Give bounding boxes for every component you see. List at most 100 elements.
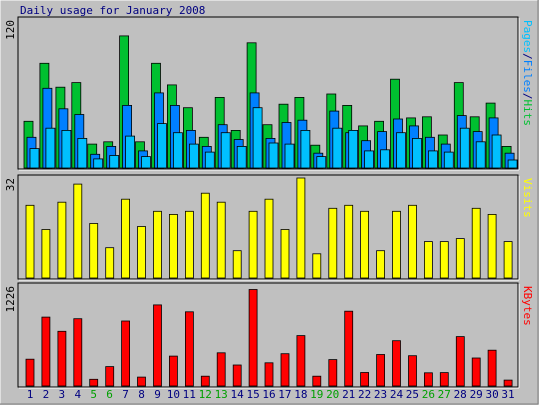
kbytes-bar-16 bbox=[264, 362, 274, 387]
kbytes-bar-22 bbox=[360, 372, 370, 387]
kbytes-side-label: KBytes bbox=[521, 286, 534, 326]
pages-bar-24 bbox=[396, 132, 406, 169]
pages-bar-4 bbox=[77, 137, 88, 169]
day-label-27: 27 bbox=[438, 388, 451, 401]
day-label-9: 9 bbox=[154, 388, 161, 401]
visits-bar-14 bbox=[232, 250, 242, 279]
kbytes-bar-27 bbox=[439, 372, 449, 387]
pages-bar-14 bbox=[236, 145, 247, 169]
visits-bar-22 bbox=[360, 210, 370, 279]
visits-side-label: Visits bbox=[521, 178, 534, 218]
pages-bar-27 bbox=[443, 151, 454, 169]
day-label-1: 1 bbox=[27, 388, 34, 401]
pages-bar-23 bbox=[380, 149, 391, 169]
pages-bar-17 bbox=[284, 143, 295, 169]
day-label-5: 5 bbox=[90, 388, 97, 401]
pages-bar-2 bbox=[45, 127, 56, 169]
kbytes-bar-13 bbox=[216, 352, 226, 387]
visits-bar-30 bbox=[487, 213, 497, 279]
visits-bar-12 bbox=[200, 192, 210, 279]
pages-files-hits-panel: 120 Pages/Files/Hits bbox=[4, 16, 534, 171]
day-label-20: 20 bbox=[326, 388, 339, 401]
day-label-12: 12 bbox=[199, 388, 212, 401]
day-label-22: 22 bbox=[358, 388, 371, 401]
visits-bar-8 bbox=[137, 226, 146, 279]
kbytes-bar-12 bbox=[200, 375, 210, 387]
kbytes-bar-24 bbox=[392, 340, 401, 387]
visits-bar-3 bbox=[57, 201, 67, 279]
visits-bar-10 bbox=[168, 213, 178, 279]
day-label-14: 14 bbox=[230, 388, 244, 401]
pages-bar-21 bbox=[348, 129, 359, 169]
kbytes-bar-1 bbox=[25, 358, 35, 387]
day-label-30: 30 bbox=[485, 388, 498, 401]
kbytes-bar-10 bbox=[168, 355, 178, 387]
visits-bar-1 bbox=[25, 204, 35, 279]
side-label-part-4: Hits bbox=[521, 100, 534, 127]
pages-bar-22 bbox=[364, 150, 375, 169]
pages-bar-8 bbox=[141, 156, 151, 169]
kbytes-bar-15 bbox=[248, 289, 258, 387]
kbytes-bar-29 bbox=[471, 357, 481, 387]
side-label-part-1: / bbox=[521, 53, 534, 60]
visits-bar-9 bbox=[153, 210, 162, 279]
kbytes-bar-11 bbox=[184, 311, 194, 387]
visits-bar-28 bbox=[455, 238, 465, 279]
visits-bar-25 bbox=[408, 204, 417, 279]
kbytes-bar-30 bbox=[487, 349, 497, 387]
visits-bar-13 bbox=[216, 201, 226, 279]
pages-bar-5 bbox=[93, 158, 104, 169]
pages-bar-13 bbox=[220, 132, 231, 169]
side-label-part-0: Pages bbox=[521, 20, 534, 53]
kbytes-bar-7 bbox=[121, 320, 130, 387]
kbytes-bar-2 bbox=[41, 316, 51, 387]
day-label-25: 25 bbox=[406, 388, 419, 401]
pages-bar-9 bbox=[157, 123, 167, 169]
kbytes-bar-9 bbox=[153, 304, 162, 387]
visits-ymax-label: 32 bbox=[4, 178, 17, 191]
day-label-4: 4 bbox=[74, 388, 81, 401]
pages-bar-29 bbox=[475, 141, 486, 169]
kbytes-bar-3 bbox=[57, 330, 67, 387]
visits-bar-18 bbox=[296, 177, 306, 279]
visits-bar-4 bbox=[73, 183, 83, 279]
kbytes-bar-18 bbox=[296, 335, 306, 387]
day-label-23: 23 bbox=[374, 388, 387, 401]
kbytes-bar-31 bbox=[503, 379, 513, 387]
kbytes-ymax-label: 1226 bbox=[4, 286, 17, 313]
visits-bar-23 bbox=[376, 250, 386, 279]
visits-bar-31 bbox=[503, 241, 513, 279]
kbytes-bar-21 bbox=[344, 310, 354, 387]
kbytes-panel: 1226 KBytes bbox=[4, 282, 534, 389]
visits-bar-26 bbox=[423, 241, 433, 279]
pages-bar-12 bbox=[204, 151, 215, 169]
x-axis-day-labels: 1 2 3 4 5 6 7 8 9 10 11 12 13 14 15 16 17 18 19 20 21 22 23 24 2… bbox=[27, 388, 515, 401]
pages-bar-11 bbox=[188, 143, 199, 169]
pages-bar-19 bbox=[316, 156, 327, 169]
visits-bar-15 bbox=[248, 210, 258, 279]
pages-bar-18 bbox=[300, 129, 311, 169]
kbytes-bar-17 bbox=[280, 353, 290, 387]
day-label-21: 21 bbox=[342, 388, 355, 401]
pages-bar-28 bbox=[459, 127, 470, 169]
visits-bar-24 bbox=[392, 210, 401, 279]
day-label-16: 16 bbox=[262, 388, 275, 401]
pages-bar-30 bbox=[491, 134, 502, 169]
kbytes-bar-5 bbox=[89, 378, 99, 387]
visits-bar-19 bbox=[312, 253, 322, 279]
day-label-13: 13 bbox=[215, 388, 228, 401]
day-label-28: 28 bbox=[454, 388, 467, 401]
visits-bar-16 bbox=[264, 198, 274, 279]
day-label-19: 19 bbox=[310, 388, 323, 401]
kbytes-bar-4 bbox=[73, 318, 83, 387]
visits-bar-7 bbox=[121, 198, 130, 279]
visits-bar-5 bbox=[89, 223, 99, 279]
pages-bar-7 bbox=[125, 135, 135, 169]
pages-bar-25 bbox=[412, 137, 422, 169]
day-label-26: 26 bbox=[422, 388, 435, 401]
side-label-part-0: Visits bbox=[521, 178, 534, 218]
side-label-part-2: Files bbox=[521, 60, 534, 93]
visits-bar-2 bbox=[41, 229, 51, 279]
